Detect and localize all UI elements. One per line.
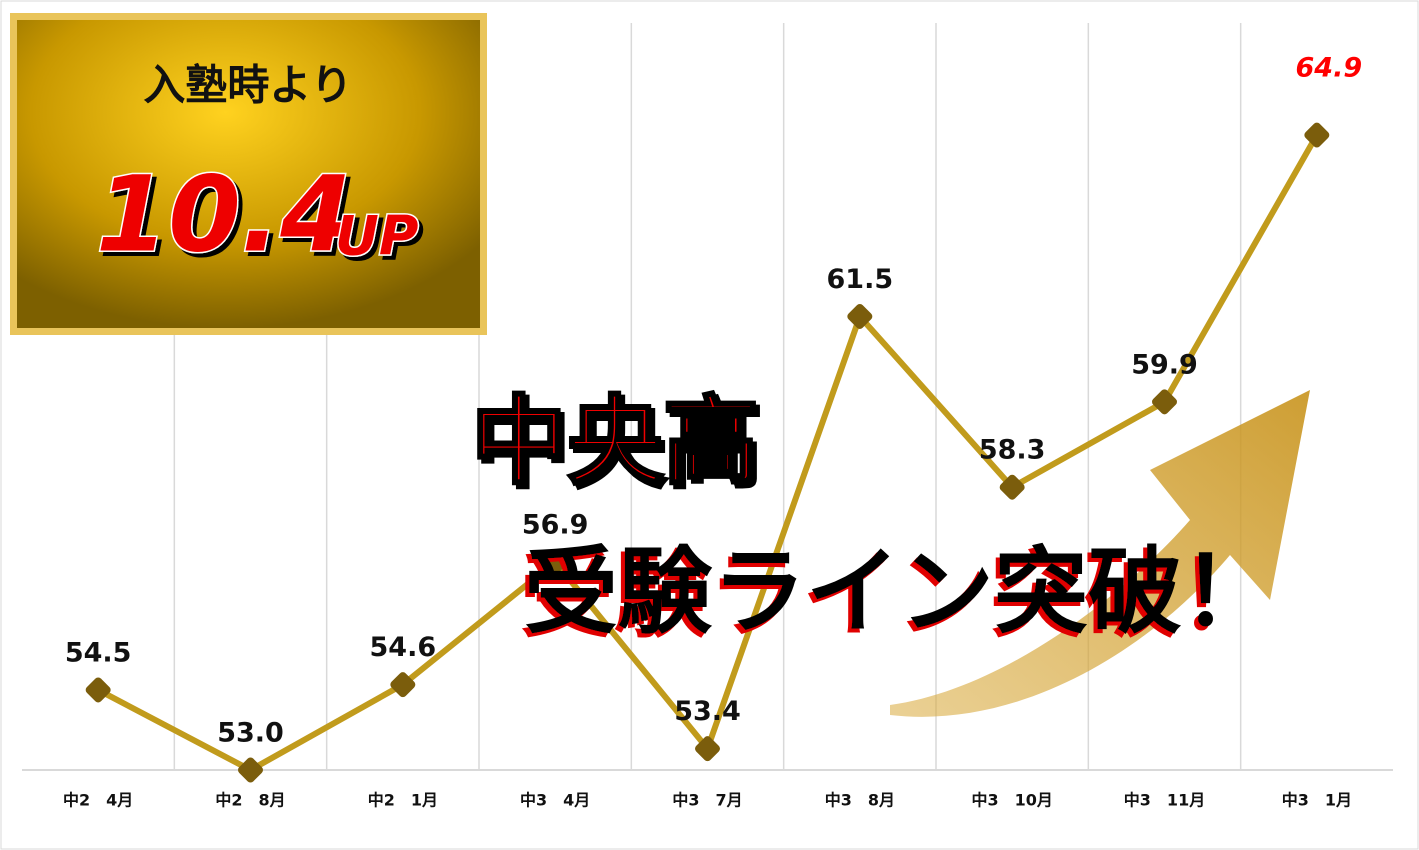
value-label: 54.6 [370,632,437,663]
value-label: 61.5 [827,264,894,295]
marker [1152,389,1177,415]
badge-value: 10.4 [96,153,353,275]
badge-suffix: UP [335,205,418,268]
value-label: 53.0 [217,718,284,749]
arrow-decoration [890,390,1310,717]
value-label: 58.3 [979,435,1046,466]
marker [238,757,263,783]
value-label: 53.4 [674,696,741,727]
x-tick-label: 中2 1月 [368,791,438,810]
value-label: 64.9 [1296,53,1363,84]
marker [695,736,720,762]
x-tick-label: 中3 8月 [825,791,895,810]
marker [542,549,568,575]
subheadline: 受験ライン突破！ [524,538,1276,647]
x-tick-label: 中3 4月 [520,791,590,810]
marker [999,474,1025,500]
value-label: 59.9 [1131,349,1198,380]
headline: 中央高 [471,385,759,497]
x-tick-label: 中3 11月 [1124,791,1205,810]
value-label: 56.9 [522,509,589,540]
x-tick-label: 中2 8月 [215,791,285,810]
marker [85,677,111,703]
x-tick-label: 中3 7月 [672,791,742,810]
value-label: 54.5 [65,637,132,668]
x-tick-label: 中2 4月 [63,791,133,810]
x-tick-label: 中3 10月 [971,791,1052,810]
x-tick-label: 中3 1月 [1282,791,1352,810]
marker [847,303,873,329]
badge [17,20,480,328]
marker [390,672,416,698]
marker [1304,122,1330,148]
badge-heading: 入塾時より [143,61,352,110]
